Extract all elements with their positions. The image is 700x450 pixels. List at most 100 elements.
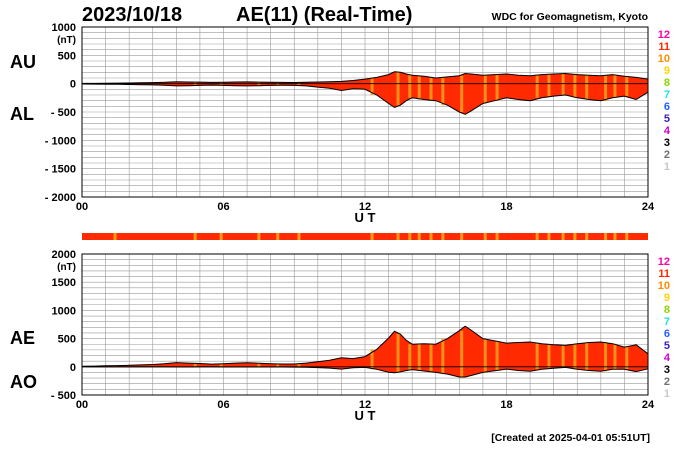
activity-bar-mark-5 (297, 233, 301, 240)
y-tick-label-2-1: 1500 (52, 277, 76, 289)
y-tick-label-2-4: 0 (70, 362, 76, 374)
activity-stripe-1-7 (396, 72, 400, 106)
al-panel-label: AL (10, 104, 34, 124)
activity-stripe-2-17 (561, 345, 565, 368)
ao-panel-label: AO (10, 372, 37, 392)
activity-stripe-2-6 (370, 349, 374, 370)
activity-bar-mark-22 (625, 233, 629, 240)
activity-stripe-2-0 (113, 365, 117, 367)
legend-level-2-10: 10 (658, 280, 670, 292)
legend-level-1-1: 1 (664, 161, 670, 173)
y-tick-label-2-5: - 500 (51, 390, 76, 402)
activity-bar-mark-3 (257, 233, 261, 240)
activity-stripe-2-13 (483, 338, 487, 373)
legend-level-2-12: 12 (658, 256, 670, 268)
activity-stripe-2-11 (441, 338, 445, 375)
activity-stripe-1-6 (370, 77, 374, 95)
activity-stripe-2-15 (535, 343, 539, 370)
activity-bar-mark-2 (219, 233, 223, 240)
activity-stripe-2-9 (417, 343, 421, 372)
legend-level-2-8: 8 (664, 304, 670, 316)
plot-frame-2 (81, 253, 649, 396)
x-tick-label-2-2: 12 (359, 399, 371, 411)
activity-stripe-2-14 (495, 340, 499, 371)
activity-bar-mark-9 (417, 233, 421, 240)
legend-level-1-5: 5 (664, 113, 670, 125)
legend-level-1-12: 12 (658, 29, 670, 41)
activity-bar-mark-8 (408, 233, 412, 240)
x-tick-label-1-1: 06 (217, 201, 229, 213)
legend-level-1-9: 9 (664, 65, 670, 77)
activity-bar-mark-7 (396, 233, 400, 240)
chart-title: AE(11) (Real-Time) (236, 4, 413, 26)
activity-bar-mark-18 (573, 233, 577, 240)
y-tick-label-2-0: 2000 (52, 249, 76, 261)
activity-bar-mark-14 (495, 233, 499, 240)
legend-level-2-4: 4 (664, 352, 671, 364)
activity-stripe-1-14 (495, 74, 499, 101)
activity-stripe-1-9 (417, 76, 421, 100)
source-label: WDC for Geomagnetism, Kyoto (491, 11, 648, 23)
activity-stripe-1-16 (547, 74, 551, 97)
activity-stripe-1-22 (625, 76, 629, 97)
legend-level-2-7: 7 (664, 316, 670, 328)
au-panel-label: AU (10, 52, 36, 72)
legend-level-2-2: 2 (664, 376, 670, 388)
y-tick-label-1-0: 1000 (52, 22, 76, 34)
activity-stripe-1-20 (604, 75, 608, 101)
data-fill-ae-ao (82, 326, 648, 377)
grid-panel-2 (81, 253, 649, 396)
activity-bar-mark-12 (460, 233, 464, 240)
legend-level-1-10: 10 (658, 53, 670, 65)
legend-level-1-7: 7 (664, 89, 670, 101)
activity-stripe-1-18 (573, 74, 577, 98)
activity-stripe-2-21 (613, 343, 617, 370)
activity-stripe-2-10 (429, 344, 433, 373)
activity-bar-mark-20 (604, 233, 608, 240)
activity-stripe-1-12 (460, 75, 464, 112)
legend-level-1-6: 6 (664, 101, 670, 113)
legend-level-2-3: 3 (664, 364, 670, 376)
activity-bar-mark-4 (276, 233, 280, 240)
y-unit-label-1: (nT) (57, 35, 76, 46)
series-line-au (82, 71, 649, 84)
activity-stripe-2-22 (625, 347, 629, 370)
grid-panel-1 (81, 26, 649, 198)
activity-stripe-1-17 (561, 73, 565, 95)
x-tick-label-1-2: 12 (359, 201, 371, 213)
x-tick-label-2-0: 00 (76, 399, 88, 411)
activity-stripe-2-19 (585, 342, 589, 371)
x-tick-label-1-3: 18 (500, 201, 512, 213)
activity-stripe-1-13 (483, 75, 487, 104)
created-timestamp: [Created at 2025-04-01 05:51UT] (491, 432, 650, 444)
activity-stripe-1-21 (613, 74, 617, 98)
y-tick-label-2-2: 1000 (52, 305, 76, 317)
x-tick-label-2-1: 06 (217, 399, 229, 411)
activity-bar-mark-15 (535, 233, 539, 240)
x-tick-label-1-4: 24 (642, 201, 655, 213)
activity-stripe-1-11 (441, 76, 445, 106)
x-tick-label-2-4: 24 (642, 399, 655, 411)
y-unit-label-2: (nT) (57, 262, 76, 273)
y-tick-label-1-1: 500 (58, 50, 76, 62)
activity-bar-mark-13 (483, 233, 487, 240)
activity-stripe-2-4 (276, 363, 280, 367)
date-label: 2023/10/18 (82, 4, 183, 26)
y-tick-label-1-5: - 1500 (45, 164, 76, 176)
activity-bar-mark-10 (429, 233, 433, 240)
activity-bar-mark-0 (113, 233, 117, 240)
y-tick-label-2-3: 500 (58, 334, 76, 346)
activity-bar-mark-21 (613, 233, 617, 240)
legend-level-1-3: 3 (664, 137, 670, 149)
x-axis-label-2: U T (355, 408, 376, 423)
y-tick-label-1-3: - 500 (51, 107, 76, 119)
legend-level-1-2: 2 (664, 149, 670, 161)
legend-level-1-4: 4 (664, 125, 671, 137)
activity-bar-mark-17 (561, 233, 565, 240)
activity-bar-mark-19 (585, 233, 589, 240)
activity-bar-mark-11 (441, 233, 445, 240)
series-line-ae (81, 325, 649, 367)
activity-stripe-2-1 (193, 363, 197, 367)
activity-stripe-2-5 (297, 363, 301, 368)
